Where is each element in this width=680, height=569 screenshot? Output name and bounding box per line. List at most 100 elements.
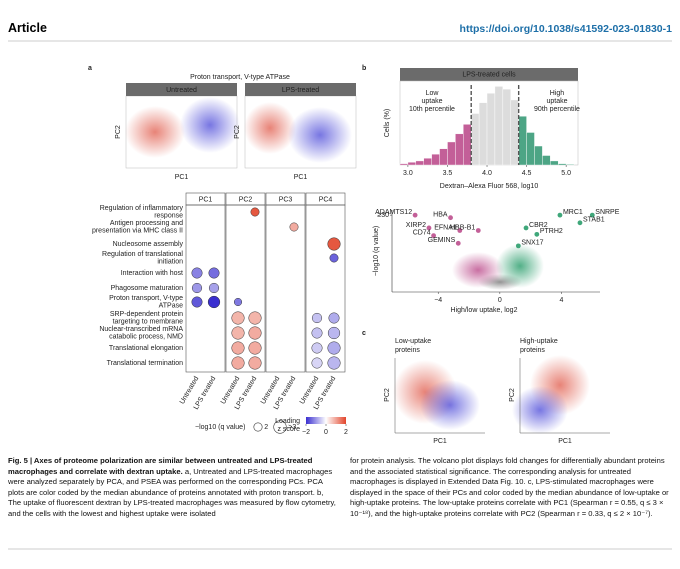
column-title: PC4: [319, 196, 333, 203]
row-label: Regulation of inflammatory: [100, 205, 184, 212]
high-label: uptake: [546, 98, 567, 105]
pca-header: [126, 83, 237, 96]
dot: [231, 326, 245, 340]
colorbar-label: −2: [302, 429, 310, 436]
panel-letter: c: [362, 330, 366, 337]
panel-letter: a: [88, 65, 92, 72]
dot: [191, 267, 203, 279]
doi-link[interactable]: https://doi.org/10.1038/s41592-023-01830…: [459, 23, 672, 35]
row-label: Antigen processing and: [110, 220, 183, 227]
dot: [311, 312, 323, 324]
dot: [231, 356, 245, 370]
y-axis-label: PC2: [234, 125, 241, 139]
row-label: Proton transport, V-type: [109, 295, 183, 302]
gene-label: EFNA1: [434, 224, 457, 231]
row-label: SRP-dependent protein: [110, 311, 183, 318]
dot: [311, 357, 323, 369]
row-label: ATPase: [159, 303, 183, 310]
hist-bar: [455, 133, 464, 166]
panel-letter: b: [362, 65, 366, 72]
volcano-point: [412, 212, 418, 218]
gene-label: HBA: [433, 212, 448, 219]
pca-title: Untreated: [166, 87, 197, 94]
y-axis-label: Cells (%): [384, 109, 391, 137]
row-label: targeting to membrane: [113, 319, 184, 326]
x-tick-label: 5.0: [561, 170, 571, 177]
volcano-cloud: [452, 244, 544, 290]
panel-title: Proton transport, V-type ATPase: [190, 74, 290, 81]
hist-bar: [565, 164, 575, 166]
volcano-point: [457, 228, 463, 233]
hist-bar: [439, 148, 448, 166]
dot: [248, 341, 262, 355]
caption-left: Fig. 5 | Axes of proteome polarization a…: [8, 456, 338, 520]
dot: [231, 311, 245, 325]
y-axis-label: PC2: [509, 388, 516, 402]
y-tick-label: ≥30: [377, 212, 389, 219]
dot: [231, 341, 245, 355]
dot: [327, 326, 341, 340]
hist-bar: [550, 160, 559, 166]
volcano-point: [426, 225, 432, 231]
high-label: 90th percentile: [534, 106, 580, 113]
colorbar-label: 0: [324, 429, 328, 436]
gene-label: HBB-B1: [450, 224, 475, 231]
dot: [329, 253, 339, 263]
dot: [289, 222, 299, 232]
gene-label: CD74: [413, 229, 431, 236]
x-tick-label: 4.5: [522, 170, 532, 177]
hist-bar: [518, 116, 527, 166]
low-label: 10th percentile: [409, 106, 455, 113]
volcano-point: [589, 212, 595, 218]
pca-cloud: [125, 95, 357, 169]
dot: [327, 341, 341, 355]
hist-bar: [502, 88, 511, 166]
volcano-point: [475, 228, 481, 233]
hist-bar: [399, 163, 409, 166]
column-panel: [185, 204, 226, 373]
pca-title: LPS-treated: [282, 87, 319, 94]
caption-right: for protein analysis. The volcano plot d…: [350, 456, 669, 518]
hist-header: [400, 68, 578, 81]
size-legend-label: 2: [264, 424, 268, 431]
hist-bar: [534, 145, 543, 166]
color-legend-title: z score: [277, 426, 300, 433]
x-axis-label: PC1: [294, 174, 308, 181]
dot: [248, 326, 262, 340]
x-tick-label: −4: [434, 297, 442, 304]
row-label: Phagosome maturation: [111, 285, 183, 292]
dot: [191, 282, 203, 294]
hist-bar: [423, 158, 432, 166]
row-label: presentation via MHC class II: [92, 228, 183, 235]
low-label: uptake: [421, 98, 442, 105]
hist-bar: [478, 102, 488, 166]
subplot-title: High-uptake: [520, 338, 558, 345]
row-label: Nucleosome assembly: [113, 241, 184, 248]
gene-label: PTRH2: [540, 228, 563, 235]
hist-bar: [431, 153, 440, 166]
dot: [233, 297, 243, 307]
volcano-point: [455, 240, 461, 246]
gene-label: CBR2: [529, 222, 548, 229]
hist-bar: [463, 124, 472, 166]
row-label: initiation: [157, 259, 183, 266]
row-label: Nuclear-transcribed mRNA: [99, 326, 183, 333]
color-legend-title: Loading: [275, 418, 300, 425]
hist-bar: [407, 162, 417, 166]
column-panel: [225, 204, 266, 373]
dot: [207, 295, 221, 309]
dot: [208, 267, 220, 279]
volcano-point: [523, 225, 529, 231]
x-axis-label: High/low uptake, log2: [451, 307, 518, 314]
volcano-point: [577, 220, 583, 226]
gene-label: SNX17: [521, 240, 543, 247]
dot: [327, 356, 341, 370]
pca-cloud-c: [393, 355, 590, 434]
y-axis-label: PC2: [115, 125, 122, 139]
dot: [191, 296, 203, 308]
volcano-point: [534, 231, 540, 237]
gene-label: GEMINS: [428, 237, 456, 244]
dot: [311, 342, 323, 354]
